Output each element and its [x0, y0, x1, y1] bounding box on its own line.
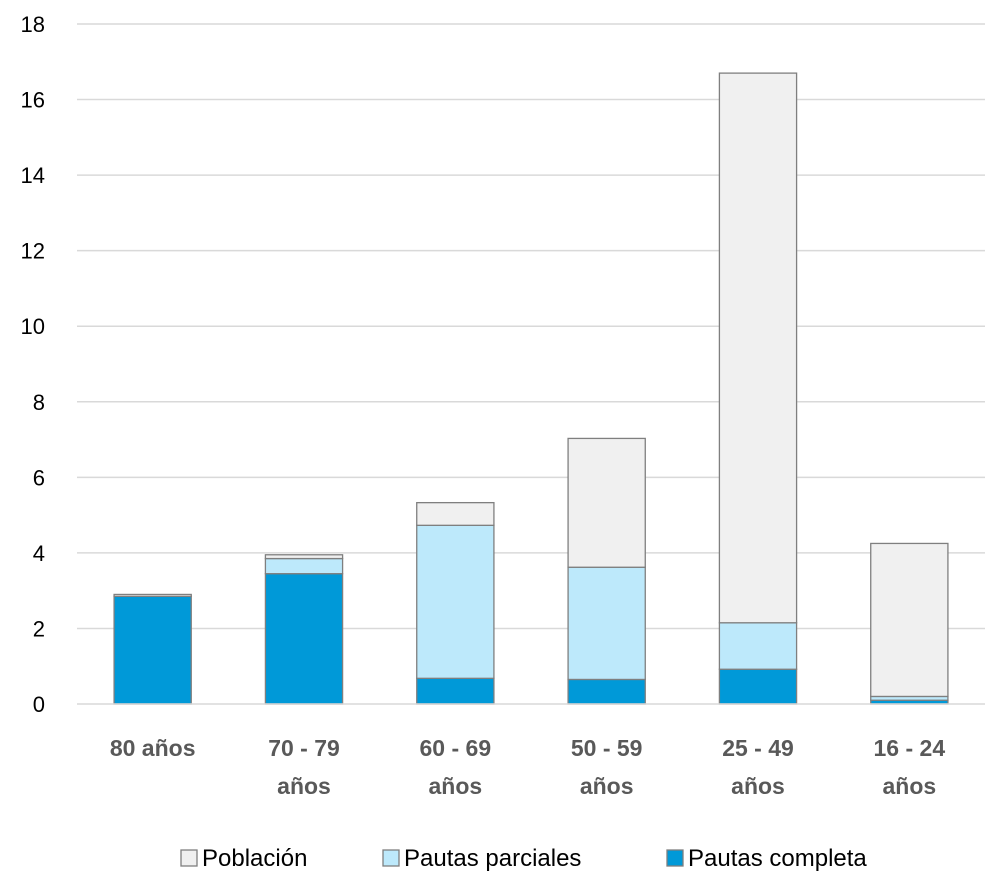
y-tick-label: 6 [33, 465, 45, 490]
bar-poblacion-60-69-anos [416, 501, 495, 526]
bar-poblacion-70-79-anos [264, 554, 344, 560]
x-category-label: 50 - 59 [571, 735, 643, 761]
x-category-label: 70 - 79 [268, 735, 340, 761]
x-category-label: años [277, 773, 331, 799]
x-axis-labels: 80 años 70 - 79 años 60 - 69 años 50 - 59 años… [110, 735, 946, 799]
y-tick-label: 16 [21, 88, 45, 113]
y-tick-label: 8 [33, 390, 45, 415]
bar-pautas-completa-60-69-anos [416, 677, 495, 705]
bar-pautas-completa-70-79-anos [264, 573, 344, 705]
legend-swatch-pautas-completa [666, 849, 684, 867]
bar-pautas-completa-50-59-anos [567, 678, 646, 705]
bars [113, 72, 949, 705]
legend-swatch-pautas-parciales [382, 849, 400, 867]
y-tick-label: 0 [33, 692, 45, 717]
x-category-label: 16 - 24 [874, 735, 946, 761]
x-category-label: años [428, 773, 482, 799]
legend-swatch-poblacion [180, 849, 198, 867]
legend-label-poblacion: Población [202, 845, 307, 872]
gridlines [77, 23, 985, 630]
bar-poblacion-25-49-anos [718, 72, 798, 624]
legend: Población Pautas parciales Pautas completa [180, 845, 867, 872]
bar-pautas-completa-25-49-anos [718, 668, 798, 705]
bar-poblacion-16-24-anos [870, 542, 949, 698]
x-category-label: 60 - 69 [420, 735, 492, 761]
legend-label-pautas-completa: Pautas completa [688, 845, 867, 872]
x-category-label: años [731, 773, 785, 799]
x-category-label: 80 años [110, 735, 196, 761]
y-tick-label: 12 [21, 239, 45, 264]
y-tick-label: 4 [33, 541, 45, 566]
legend-label-pautas-parciales: Pautas parciales [404, 845, 581, 872]
bar-pautas-parciales-50-59-anos [567, 566, 646, 681]
bar-pautas-completa-80-anos [113, 595, 192, 705]
y-tick-label: 2 [33, 616, 45, 641]
bar-pautas-parciales-25-49-anos [718, 622, 798, 670]
x-category-label: años [580, 773, 634, 799]
x-category-label: 25 - 49 [722, 735, 794, 761]
y-tick-label: 10 [21, 314, 45, 339]
bar-poblacion-50-59-anos [567, 437, 646, 568]
y-axis-ticks: 0 2 4 6 8 10 12 14 16 18 [21, 12, 45, 717]
y-tick-label: 14 [21, 163, 45, 188]
x-category-label: años [882, 773, 936, 799]
bar-poblacion-80-anos [113, 593, 192, 597]
y-tick-label: 18 [21, 12, 45, 37]
bar-pautas-parciales-70-79-anos [264, 557, 344, 575]
bar-pautas-parciales-60-69-anos [416, 524, 495, 679]
